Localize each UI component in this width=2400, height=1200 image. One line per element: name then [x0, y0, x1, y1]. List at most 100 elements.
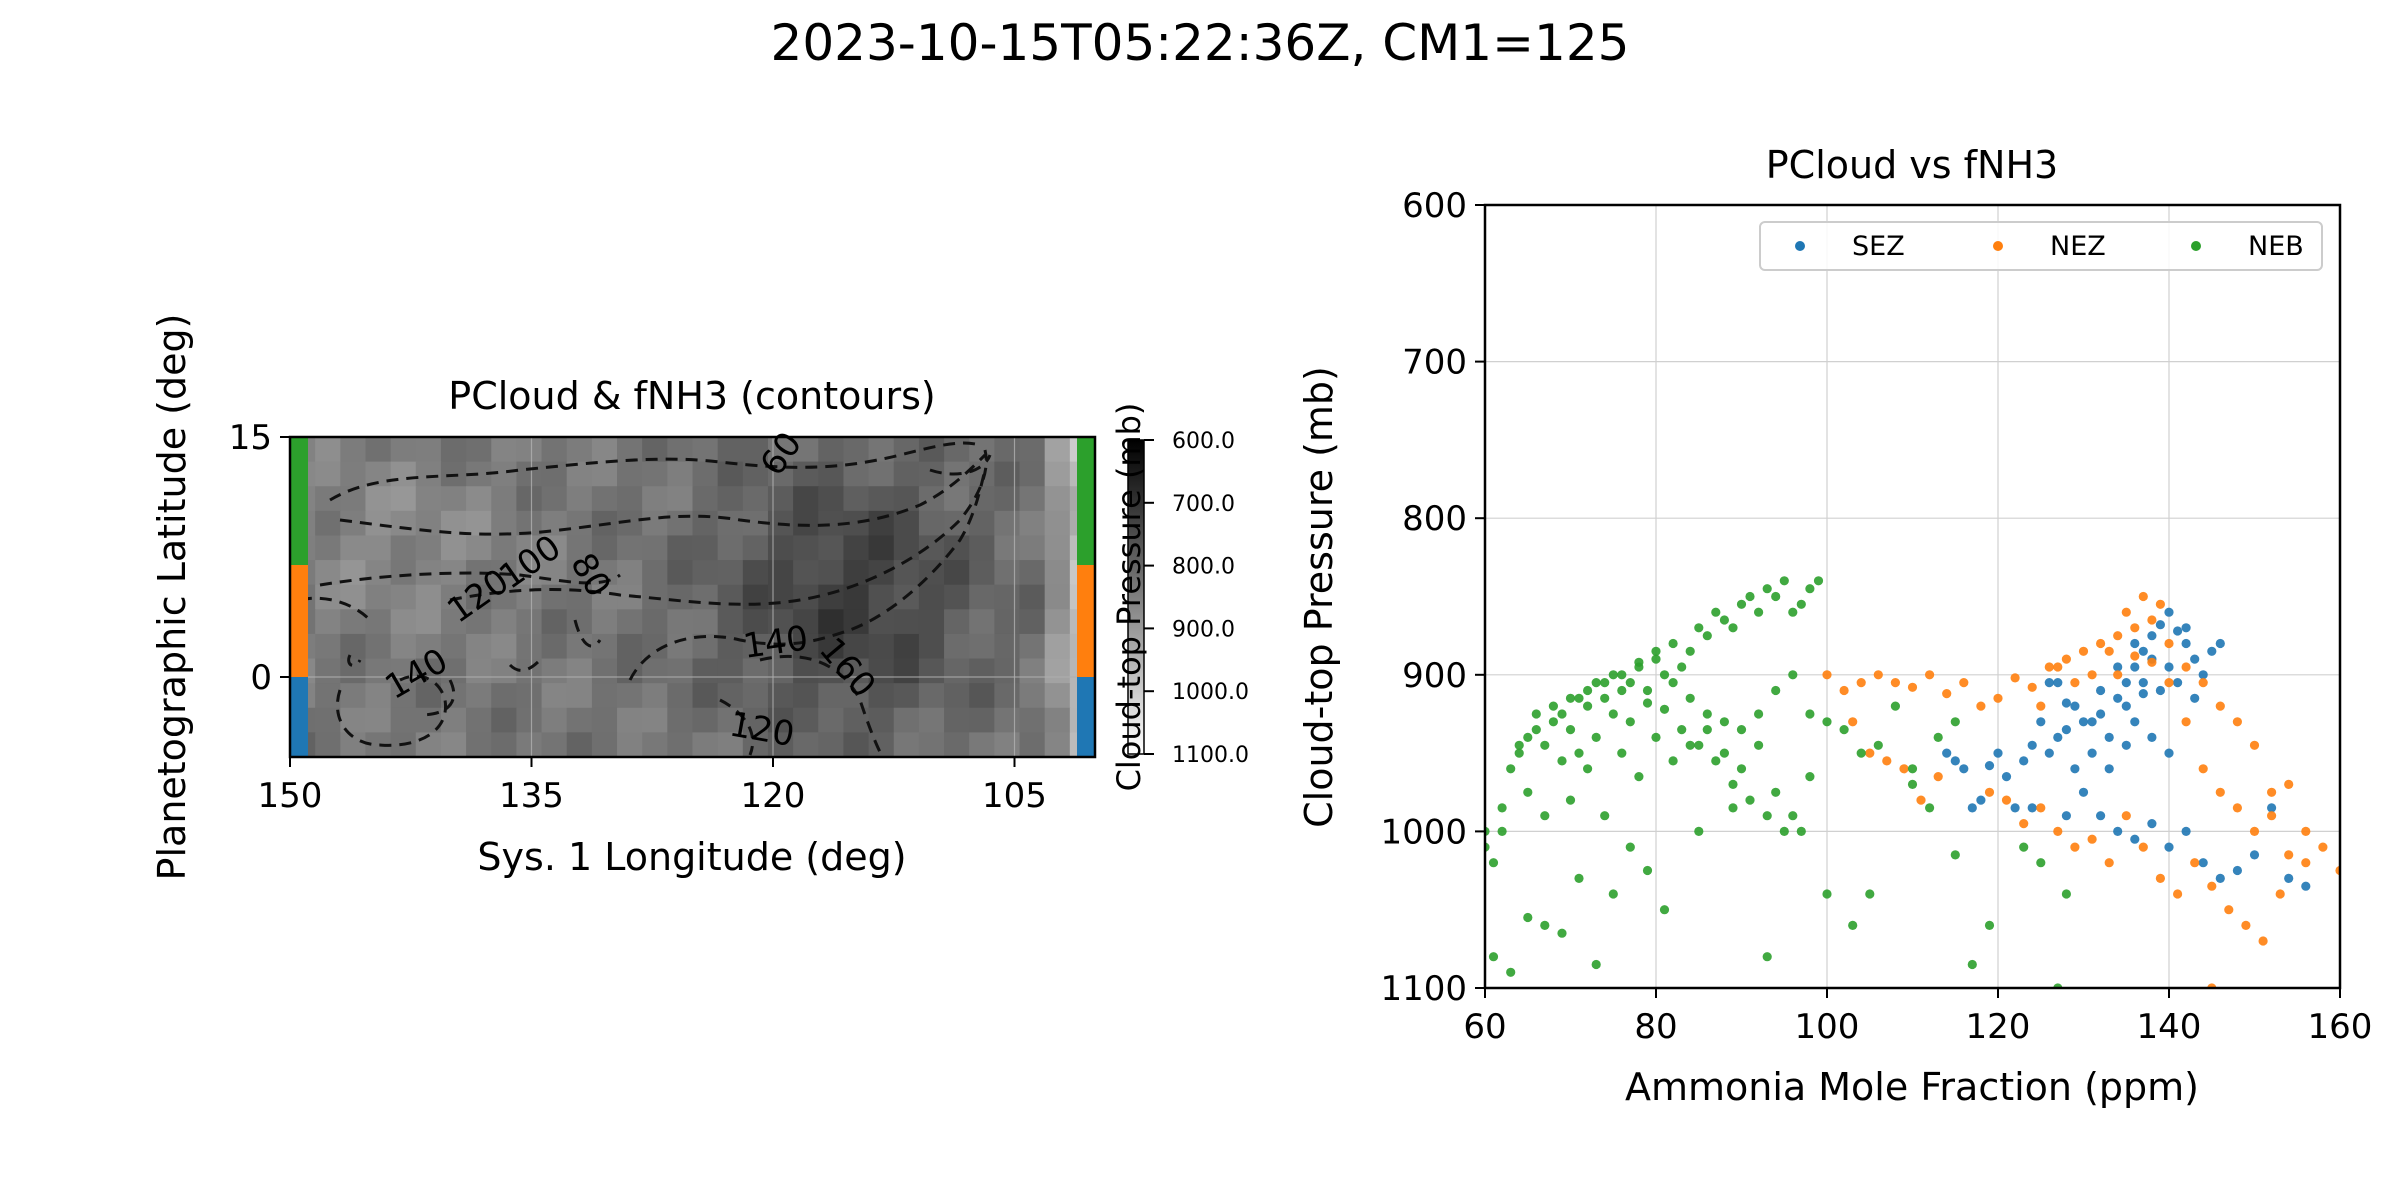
heatmap-cell [818, 707, 845, 733]
heatmap-cell [717, 535, 744, 561]
heatmap-cell [667, 535, 694, 561]
heatmap-cell [893, 437, 920, 463]
band-strip-neb [1077, 437, 1095, 565]
point-sez [2173, 626, 2183, 636]
heatmap-cell [692, 461, 719, 487]
heatmap-cell [742, 609, 769, 635]
point-sez [2070, 764, 2080, 774]
point-sez [2164, 748, 2174, 758]
legend-box [1759, 221, 2323, 271]
heatmap-cell [1044, 560, 1071, 586]
heatmap-cell [340, 683, 367, 709]
heatmap-cell [918, 683, 945, 709]
heatmap-cell [969, 560, 995, 586]
heatmap-cell [818, 437, 845, 463]
point-neb [1711, 607, 1721, 617]
heatmap-cell [793, 707, 819, 733]
point-neb [1600, 693, 1610, 703]
heatmap-cell [566, 732, 593, 757]
point-neb [1907, 779, 1918, 790]
band-strip-nez [290, 565, 308, 677]
heatmap-cell [315, 584, 341, 610]
point-neb [1736, 599, 1747, 609]
point-nez [2198, 764, 2208, 774]
colorbar-tick-label: 900.0 [1172, 617, 1235, 642]
heatmap-cell [491, 707, 518, 733]
point-nez [2147, 615, 2157, 625]
heatmap-cell [390, 560, 417, 586]
heatmap-cell [315, 633, 341, 660]
heatmap-cell [692, 560, 719, 586]
colorbar-tick-label: 1000.0 [1172, 680, 1249, 705]
heatmap-cell [617, 486, 643, 512]
point-neb [1651, 654, 1661, 664]
heatmap-cell [340, 633, 367, 660]
heatmap-cell [767, 683, 794, 709]
heatmap-cell [793, 732, 819, 757]
point-sez [2190, 693, 2200, 703]
heatmap-cell [944, 658, 970, 684]
point-neb [1583, 701, 1593, 711]
point-neb [1839, 725, 1849, 735]
point-neb [1754, 709, 1764, 719]
point-nez [2096, 638, 2106, 649]
point-sez [2207, 646, 2217, 656]
heatmap-cell [969, 633, 995, 660]
heatmap-cell [793, 510, 819, 537]
heatmap-cell [918, 510, 945, 537]
point-neb [1617, 670, 1627, 680]
colorbar-tick-label: 800.0 [1172, 555, 1235, 580]
heatmap-cell [717, 609, 744, 635]
point-neb [1950, 850, 1960, 860]
heatmap-cell [440, 437, 467, 463]
point-neb [1702, 709, 1712, 719]
point-neb [1548, 717, 1558, 727]
point-nez [2301, 858, 2311, 868]
heatmap-cell [918, 486, 945, 512]
heatmap-cell [868, 510, 895, 537]
heatmap-cell [1019, 633, 1046, 660]
band-strip-sez [290, 677, 308, 757]
heatmap-cell [793, 633, 819, 660]
heatmap-cell [969, 486, 995, 512]
heatmap-cell [491, 683, 518, 709]
heatmap-cell [466, 658, 492, 684]
point-neb [1685, 646, 1695, 656]
heatmap-cell [566, 707, 593, 733]
point-sez [2198, 858, 2208, 868]
point-sez [2147, 732, 2157, 743]
heatmap-cell [591, 437, 618, 463]
point-neb [1574, 873, 1584, 884]
heatmap-cell [793, 658, 819, 684]
point-neb [1523, 912, 1533, 923]
point-neb [1890, 701, 1900, 711]
point-neb [1600, 678, 1610, 688]
heatmap-cell [466, 510, 492, 537]
heatmap-cell [340, 437, 367, 463]
heatmap-cell [767, 584, 794, 610]
heatmap-cell [566, 658, 593, 684]
heatmap-cell [793, 683, 819, 709]
heatmap-cell [1019, 486, 1046, 512]
point-nez [2284, 850, 2294, 860]
point-neb [1719, 748, 1729, 758]
point-neb [1950, 717, 1960, 727]
heatmap-cell [767, 707, 794, 733]
heatmap-cell [315, 683, 341, 709]
heatmap-cell [365, 609, 392, 635]
point-nez [2207, 881, 2217, 891]
heatmap-cell [944, 437, 970, 463]
point-neb [1608, 670, 1618, 680]
heatmap-cell [994, 560, 1021, 586]
heatmap-cell [893, 461, 920, 487]
heatmap-cell [390, 461, 417, 487]
colorbar-gradient [1127, 439, 1145, 755]
heatmap-cell [591, 683, 618, 709]
heatmap-cell [591, 633, 618, 660]
point-nez [2036, 803, 2046, 813]
point-sez [2301, 881, 2311, 891]
heatmap-cell [994, 732, 1021, 757]
heatmap-title: PCloud & fNH3 (contours) [448, 374, 935, 418]
heatmap-cell [642, 609, 668, 635]
heatmap-cell [667, 609, 694, 635]
